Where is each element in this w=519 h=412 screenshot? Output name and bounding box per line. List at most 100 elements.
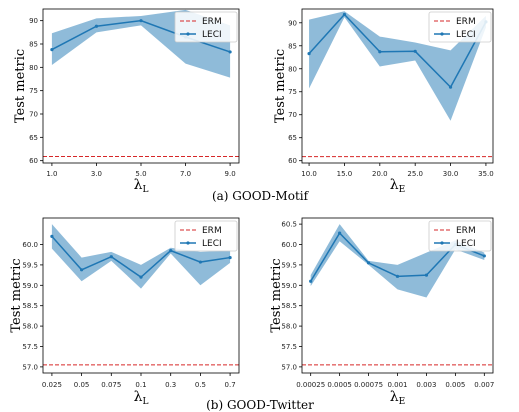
chart-1-y-axis-label: Test metric (13, 49, 28, 123)
chart-2-leci-point (307, 51, 311, 56)
chart-2-y-tick-label: 90 (288, 19, 297, 27)
chart-3-x-tick-label: 0.05 (74, 381, 90, 389)
chart-2-x-tick-label: 30.0 (443, 170, 459, 178)
chart-1-legend-leci-marker (186, 32, 190, 36)
chart-3-x-tick-label: 0.3 (165, 381, 176, 389)
chart-2-legend-erm-label: ERM (456, 17, 476, 27)
chart-2-x-axis-subscript: E (399, 185, 406, 195)
chart-2-y-tick-label: 60 (288, 157, 297, 165)
chart-4-x-tick-label: 0.0005 (327, 381, 352, 389)
chart-2-leci-point (378, 50, 382, 54)
chart-4-leci-point (366, 261, 371, 265)
chart-2-leci-band (309, 11, 486, 121)
chart-2-y-tick-label: 70 (288, 111, 297, 119)
chart-1-y-tick-label: 65 (29, 134, 38, 142)
chart-1-x-tick-label: 7.0 (180, 170, 191, 178)
chart-3-x-axis-subscript: L (142, 397, 148, 407)
chart-4-x-tick-label: 0.007 (474, 381, 494, 389)
chart-4-leci-point (338, 231, 342, 235)
chart-4-x-axis-label: λE (390, 389, 405, 407)
chart-2-leci-point (448, 85, 453, 89)
chart-3-x-tick-label: 0.025 (42, 381, 62, 389)
chart-4-y-tick-label: 58.0 (281, 323, 297, 331)
chart-4-leci-point (309, 279, 313, 283)
chart-4-legend-leci-marker (440, 241, 444, 245)
chart-2-y-tick-label: 80 (288, 65, 297, 73)
chart-3-y-tick-label: 57.5 (22, 343, 38, 351)
chart-4-leci-point (424, 273, 429, 277)
chart-4-x-axis-subscript: E (399, 397, 406, 407)
chart-2-x-tick-label: 20.0 (372, 170, 388, 178)
chart-4-y-tick-label: 60.0 (281, 241, 297, 249)
chart-3-x-tick-label: 0.5 (195, 381, 206, 389)
chart-1: 1.0 3.0 5.0 7.0 9.0 60 65 70 75 80 85 90 Test metric… (13, 8, 240, 195)
chart-3-x-axis-label: λL (134, 389, 149, 407)
chart-4-y-tick-label: 57.0 (281, 363, 297, 371)
chart-4-leci-band (310, 224, 485, 298)
caption-a: (a) GOOD-Motif (212, 189, 310, 203)
chart-2-x-axis-symbol: λ (390, 177, 399, 193)
chart-1-x-tick-label: 5.0 (135, 170, 146, 178)
chart-1-legend-erm-label: ERM (202, 17, 222, 27)
chart-1-x-axis-subscript: L (142, 185, 148, 195)
chart-4-y-tick-label: 59.5 (281, 261, 297, 269)
chart-2-x-tick-label: 10.0 (301, 170, 317, 178)
chart-4-leci-point (482, 254, 486, 258)
chart-4-y-tick-label: 59.0 (281, 282, 297, 290)
chart-4-x-tick-label: 0.001 (387, 381, 407, 389)
chart-3-leci-point (80, 268, 84, 272)
chart-3-x-tick-label: 0.075 (101, 381, 121, 389)
chart-1-y-tick-label: 85 (29, 41, 38, 49)
chart-2-y-tick-label: 75 (288, 88, 297, 96)
chart-2-leci-point (342, 12, 347, 17)
chart-3-x-tick-label: 0.1 (135, 381, 146, 389)
chart-4: 0.00025 0.0005 0.00075 0.001 0.003 0.005 0.007… (269, 217, 494, 407)
chart-4-legend-erm-label: ERM (456, 226, 476, 236)
chart-1-y-tick-label: 80 (29, 64, 38, 72)
chart-2-y-axis-label: Test metric (273, 49, 288, 123)
chart-4-y-tick-label: 57.5 (281, 343, 297, 351)
chart-1-y-tick-label: 70 (29, 111, 38, 119)
chart-1-y-tick-label: 75 (29, 87, 38, 95)
chart-2-x-axis-label: λE (390, 177, 405, 195)
chart-1-x-axis-label: λL (134, 177, 149, 195)
chart-2-x-tick-label: 15.0 (337, 170, 353, 178)
chart-1-legend-leci-label: LECI (202, 30, 222, 40)
chart-1-y-tick-label: 90 (29, 17, 38, 25)
chart-1-y-tick-label: 60 (29, 157, 38, 165)
chart-3-y-axis-label: Test metric (9, 258, 24, 332)
chart-4-x-tick-label: 0.003 (416, 381, 436, 389)
chart-4-x-tick-label: 0.00075 (354, 381, 383, 389)
chart-3-legend-erm-label: ERM (202, 226, 222, 236)
chart-3-y-tick-label: 58.0 (22, 323, 38, 331)
chart-3-leci-point (169, 249, 173, 253)
chart-1-leci-point (139, 19, 143, 23)
chart-3-leci-point (50, 234, 54, 238)
chart-3-leci-point (228, 255, 232, 260)
chart-2-legend-leci-marker (440, 32, 444, 36)
chart-2-frame (301, 8, 494, 164)
chart-3-leci-point (109, 255, 113, 259)
chart-3-leci-point (139, 275, 143, 279)
chart-2-leci-line (308, 13, 487, 89)
chart-1-x-axis-symbol: λ (134, 177, 143, 193)
chart-3-y-tick-label: 59.5 (22, 261, 38, 269)
chart-3-y-tick-label: 59.0 (22, 282, 38, 290)
chart-4-leci-point (395, 274, 400, 278)
chart-4-x-tick-label: 0.005 (445, 381, 465, 389)
chart-3-legend-leci-marker (186, 241, 190, 245)
chart-4-x-axis-symbol: λ (390, 389, 399, 405)
chart-3: 0.025 0.05 0.075 0.1 0.3 0.5 0.7 57.0 57.5 58.0 58… (9, 217, 240, 407)
chart-1-leci-point (228, 50, 232, 54)
chart-3-leci-point (198, 260, 202, 264)
chart-4-x-tick-label: 0.00025 (296, 381, 325, 389)
chart-3-y-tick-label: 60.0 (22, 241, 38, 249)
chart-2-x-tick-label: 35.0 (478, 170, 494, 178)
chart-3-legend-leci-label: LECI (202, 239, 222, 249)
chart-4-y-tick-label: 58.5 (281, 302, 297, 310)
chart-1-x-tick-label: 1.0 (46, 170, 57, 178)
chart-3-y-tick-label: 58.5 (22, 302, 38, 310)
chart-4-legend-leci-label: LECI (456, 239, 476, 249)
chart-4-y-axis-label: Test metric (269, 258, 284, 332)
